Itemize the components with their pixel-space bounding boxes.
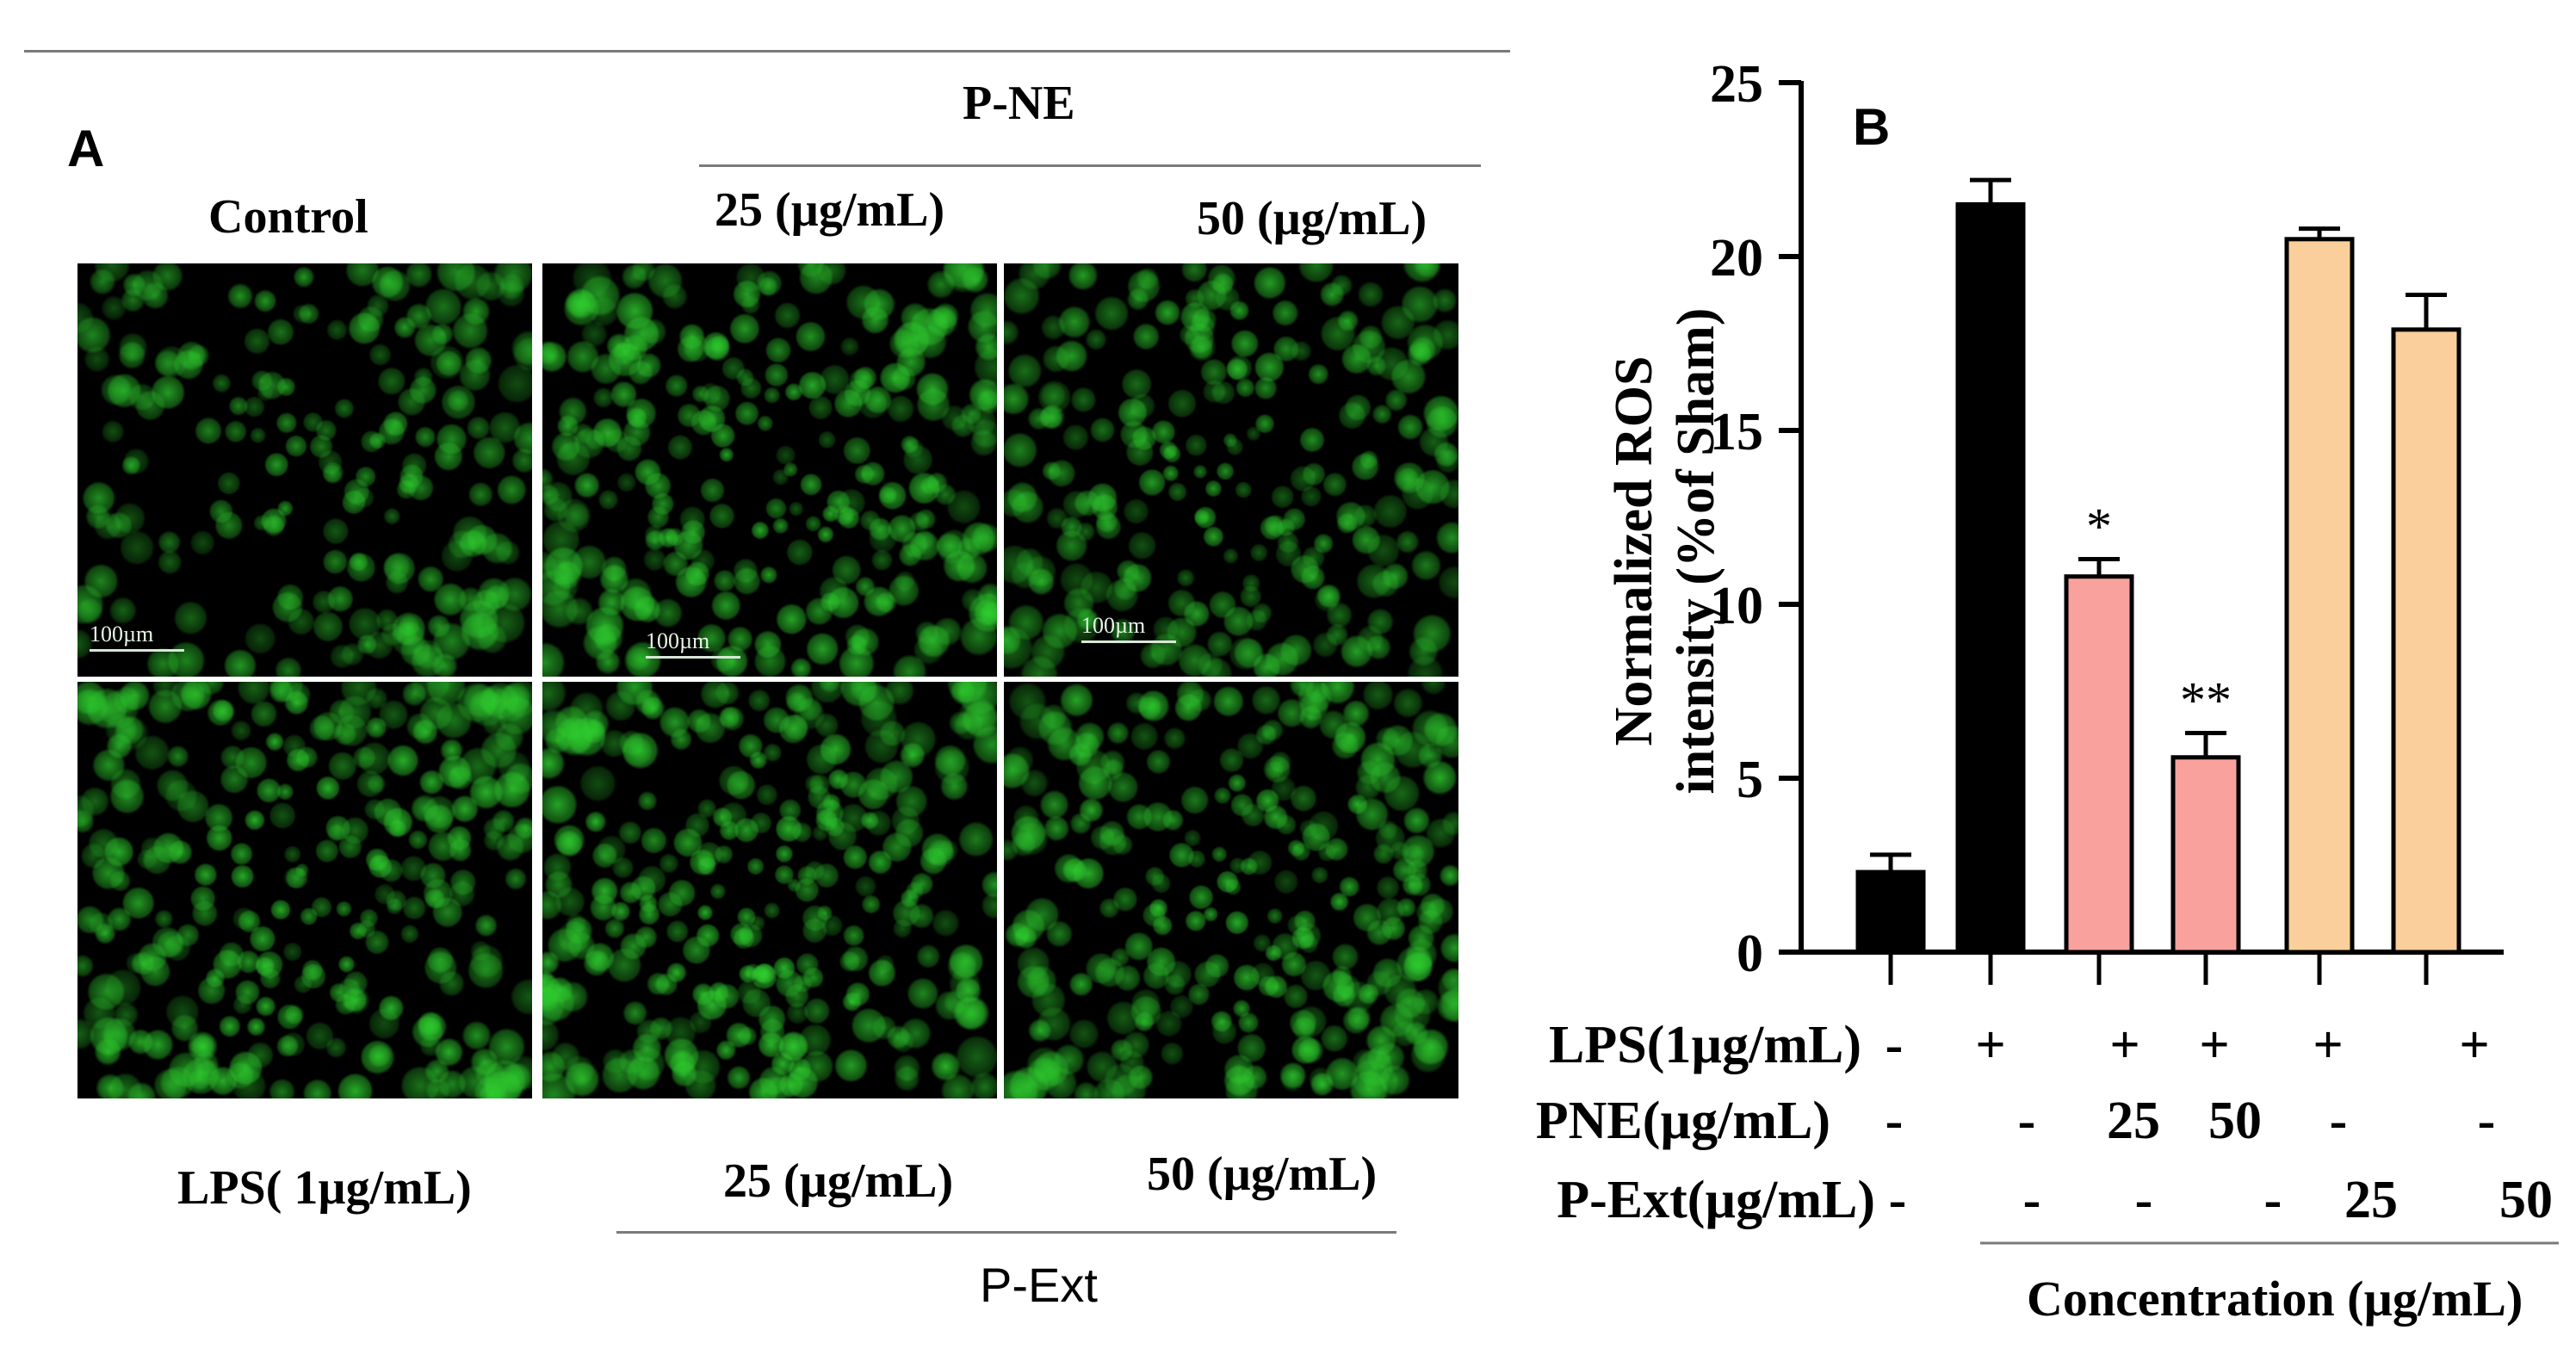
bar-3 [2170, 755, 2241, 955]
condition-label-2: P-Ext(µg/mL) [1557, 1171, 1875, 1229]
top-rule [24, 50, 1510, 53]
label-control: Control [208, 190, 368, 244]
label-pne-50: 50 (µg/mL) [1197, 192, 1427, 245]
condition-1-1: - [2018, 1092, 2036, 1150]
condition-1-5: - [2478, 1092, 2496, 1150]
micrograph-top-2: 100µm [1004, 263, 1458, 677]
condition-1-0: - [1886, 1092, 1904, 1150]
y-tick-label-5: 5 [1737, 751, 1763, 809]
y-tick-label-20: 20 [1710, 229, 1763, 288]
micrograph-top-0: 100µm [77, 263, 532, 677]
y-tick-label-10: 10 [1710, 577, 1763, 635]
micrograph-top-1: 100µm [542, 263, 997, 677]
condition-p-ext-extra-dash: - [2264, 1171, 2282, 1229]
panel-a-label: A [67, 120, 105, 177]
pext-group-label: P-Ext [980, 1258, 1098, 1312]
label-pext-50: 50 (µg/mL) [1147, 1148, 1378, 1201]
pne-group-label: P-NE [963, 77, 1075, 130]
chart-bars: *** [1855, 177, 2461, 985]
micrograph-bottom-1 [542, 682, 997, 1098]
scale-bar-line [90, 649, 184, 652]
pne-group-rule [699, 164, 1481, 167]
scale-bar-line [1081, 640, 1176, 643]
condition-0-1: + [1975, 1016, 2005, 1074]
condition-2-1: - [2023, 1171, 2041, 1229]
micrograph-bottom-2 [1004, 682, 1458, 1098]
pext-group-rule [616, 1231, 1396, 1234]
bar-5 [2391, 327, 2461, 955]
scale-bar-line [646, 656, 740, 659]
scale-bar-label: 100µm [90, 622, 154, 647]
condition-2-2: - [2135, 1171, 2153, 1229]
condition-table: LPS(1µg/mL) - + + + + +PNE(µg/mL) - -25 50- -P-Ext… [1536, 1016, 2553, 1229]
condition-label-1: PNE(µg/mL) [1536, 1092, 1830, 1150]
label-lps: LPS( 1µg/mL) [177, 1161, 472, 1215]
bar-0 [1855, 869, 1926, 955]
condition-2-0: - [1889, 1171, 1907, 1229]
bar-2 [2064, 574, 2134, 955]
y-tick-label-25: 25 [1710, 55, 1763, 114]
scale-bar-label: 100µm [1081, 613, 1146, 638]
condition-1-2: 25 [2107, 1092, 2160, 1150]
y-tick-label-15: 15 [1710, 403, 1763, 461]
micrograph-bottom-0 [77, 682, 532, 1098]
significance-3: ** [2180, 671, 2232, 728]
label-pne-25: 25 (µg/mL) [715, 183, 945, 237]
scale-bar: 100µm [90, 622, 184, 652]
chart-axes: 0 5 10 15 20 25 [1710, 55, 2504, 983]
condition-0-4: + [2313, 1016, 2343, 1074]
condition-0-2: + [2109, 1016, 2139, 1074]
bar-1 [1955, 201, 2026, 955]
condition-0-3: + [2199, 1016, 2229, 1074]
condition-label-0: LPS(1µg/mL) [1549, 1016, 1861, 1074]
scale-bar: 100µm [1081, 613, 1176, 643]
significance-2: * [2086, 498, 2112, 554]
condition-1-3: 50 [2208, 1092, 2262, 1150]
scale-bar: 100µm [646, 628, 740, 659]
bar-4 [2284, 237, 2355, 955]
condition-1-4: - [2330, 1092, 2348, 1150]
condition-2-3: - [2264, 1171, 2282, 1229]
condition-0-0: - [1886, 1016, 1904, 1074]
y-tick-label-0: 0 [1737, 925, 1763, 983]
label-pext-25: 25 (µg/mL) [723, 1154, 954, 1208]
panel-b-label: B [1853, 98, 1890, 156]
condition-2-4: 25 [2344, 1171, 2398, 1229]
concentration-footer: Concentration (µg/mL) [2027, 1271, 2523, 1327]
condition-2-5: 50 [2499, 1171, 2553, 1229]
y-axis-label-line2: intensity (%of Sham) [1667, 308, 1725, 795]
condition-0-5: + [2459, 1016, 2489, 1074]
y-axis-label-line1: Normalized ROS [1605, 356, 1663, 746]
scale-bar-label: 100µm [646, 628, 710, 653]
